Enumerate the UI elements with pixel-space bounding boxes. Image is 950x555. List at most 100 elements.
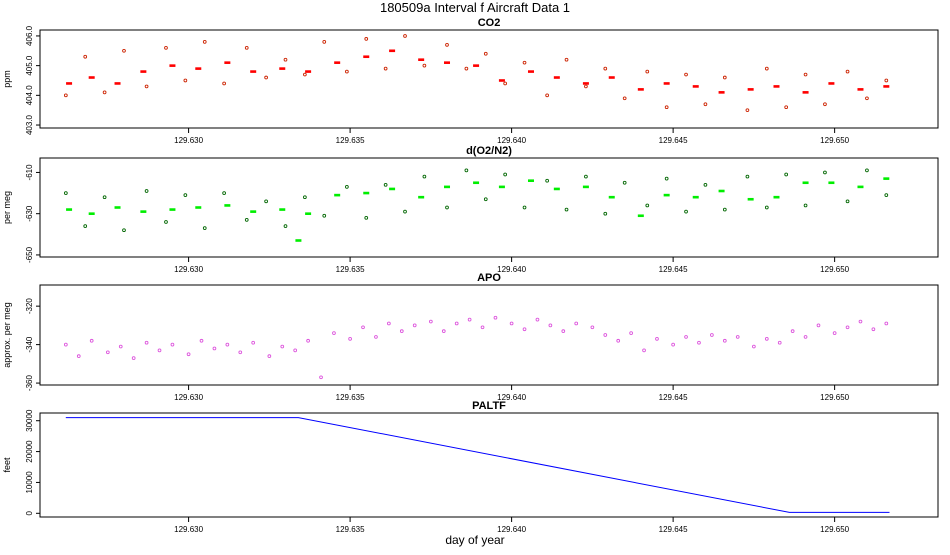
o2n2-open-point [684,209,688,214]
apo-point [790,329,795,334]
co2-filled-point [773,85,780,88]
o2n2-open-point [345,185,349,189]
apo-point [157,348,162,353]
apo-point [144,340,149,345]
o2n2-filled-point [473,181,480,185]
apo-point [412,323,417,328]
apo-x-tick-label: 129.635 [336,393,365,402]
o2n2-open-point [584,174,588,179]
o2n2-open-point [803,203,808,208]
o2n2-open-point [865,168,869,173]
o2n2-open-point [664,176,669,181]
co2-open-point [83,54,88,59]
co2-open-point [684,72,688,77]
co2-open-point [183,78,188,83]
apo-point [816,323,821,328]
co2-open-point [264,75,268,80]
apo-point [803,335,808,339]
o2n2-open-point [603,211,608,216]
o2n2-filled-point [883,177,890,180]
apo-point [225,342,230,347]
o2n2-filled-point [114,206,121,209]
co2-filled-point [747,88,754,91]
co2-open-point [122,48,126,53]
apo-point [684,335,688,339]
co2-open-point [823,102,827,107]
o2n2-open-point [622,180,627,185]
co2-filled-point [444,61,451,64]
o2n2-open-point [83,224,88,228]
d-o2-n2-x-tick-label: 129.645 [659,265,688,274]
apo-point [131,356,136,360]
apo-point [332,331,336,335]
co2-filled-point [114,82,121,85]
co2-filled-point [582,82,589,85]
apo-x-tick-label: 129.640 [497,393,526,402]
apo-point [399,329,404,334]
o2n2-open-point [464,168,469,173]
co2-open-point [422,63,427,68]
apo-point [480,325,485,330]
co2-plot-frame [39,29,939,129]
co2-filled-point [608,76,615,79]
apo-point [361,325,365,330]
paltf-x-tick-label: 129.640 [497,525,526,534]
o2n2-filled-point [66,208,73,211]
apo-point [89,338,94,343]
apo-y-tick-label: -360 [25,375,34,392]
apo-point [722,338,727,343]
co2-filled-point [883,85,890,88]
co2-open-point [283,57,288,62]
co2-open-point [884,78,889,83]
apo-point [251,340,256,345]
co2-filled-point [305,70,312,73]
co2-open-point [584,84,588,89]
co2-filled-point [88,76,95,79]
co2-filled-point [169,64,176,67]
apo-point [199,338,204,343]
co2-filled-point [553,76,560,79]
d-o2-n2-title: d(O2/N2) [466,145,512,157]
o2n2-open-point [202,226,207,230]
apo-point [306,338,310,343]
o2n2-open-point [784,172,789,177]
apo-point [267,354,272,359]
o2n2-open-point [845,199,850,204]
apo-point [387,321,391,326]
co2-open-point [564,57,569,62]
o2n2-filled-point [802,181,809,185]
d-o2-n2-x-tick-label: 129.635 [336,265,365,274]
co2-open-point [722,75,727,80]
o2n2-filled-point [169,208,176,211]
co2-open-point [603,66,608,71]
apo-x-tick-label: 129.650 [820,393,849,402]
paltf-x-tick-label: 129.645 [659,525,688,534]
d-o2-n2-y-tick-label: -610 [25,164,34,181]
figure-title: 180509a Interval f Aircraft Data 1 [380,0,570,15]
co2-open-point [845,69,850,74]
o2n2-open-point [403,209,407,214]
co2-y-tick-label: 405.0 [25,55,34,76]
co2-open-point [865,96,869,101]
apo-point [454,321,459,326]
apo-point [884,321,889,326]
apo-point [574,321,579,326]
paltf-y-tick-label: 20000 [25,440,34,463]
paltf-y-axis-label: feet [2,457,12,473]
co2-panel: CO2 ppm 129.630 129.635 129.640 129.645 129.65… [2,17,939,145]
paltf-x-tick-label: 129.635 [336,525,365,534]
apo-point [548,323,553,328]
co2-x-tick-label: 129.630 [174,136,203,145]
o2n2-open-point [244,218,249,222]
o2n2-filled-point [88,212,95,215]
apo-point [280,344,285,349]
co2-open-point [364,37,369,41]
co2-open-point [244,45,249,50]
o2n2-filled-point [692,195,699,199]
apo-y-tick-label: -320 [25,298,34,315]
o2n2-open-point [122,228,126,233]
o2n2-open-point [264,199,268,204]
apo-point [561,329,566,334]
